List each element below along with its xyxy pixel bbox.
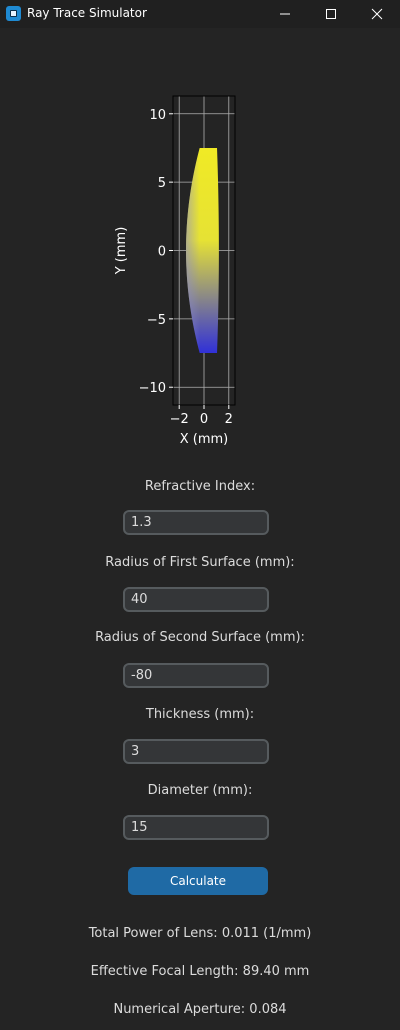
total-power-result: Total Power of Lens: 0.011 (1/mm) <box>88 926 312 941</box>
radius-first-input[interactable] <box>123 587 269 612</box>
x-axis-label: X (mm) <box>180 432 229 447</box>
x-tick-label: 0 <box>200 412 208 427</box>
lens-plot: −2 0 2 10 5 0 −5 −10 X (mm) Y (mm) <box>0 28 400 458</box>
thickness-input[interactable] <box>123 739 269 764</box>
y-tick-label: 5 <box>158 176 166 191</box>
axis-ticks: −2 0 2 10 5 0 −5 −10 <box>139 108 233 427</box>
x-tick-label: 2 <box>225 412 233 427</box>
minimize-icon <box>280 13 290 15</box>
app-icon <box>6 6 21 21</box>
radius-second-label: Radius of Second Surface (mm): <box>95 630 305 645</box>
y-tick-label: 10 <box>149 108 166 123</box>
close-icon <box>371 8 383 20</box>
radius-first-label: Radius of First Surface (mm): <box>105 555 295 570</box>
y-tick-label: −10 <box>139 381 166 396</box>
minimize-button[interactable] <box>262 0 308 28</box>
diameter-input[interactable] <box>123 815 269 840</box>
focal-length-result: Effective Focal Length: 89.40 mm <box>90 964 310 979</box>
refractive-index-input[interactable] <box>123 510 269 535</box>
y-tick-label: 0 <box>158 245 166 260</box>
lens-shade <box>186 147 200 354</box>
thickness-label: Thickness (mm): <box>145 707 255 722</box>
y-axis-label: Y (mm) <box>114 227 129 276</box>
window-title: Ray Trace Simulator <box>27 6 147 20</box>
close-button[interactable] <box>354 0 400 28</box>
maximize-icon <box>326 9 336 19</box>
x-tick-label: −2 <box>170 412 189 427</box>
title-bar: Ray Trace Simulator <box>0 0 400 28</box>
calculate-button[interactable]: Calculate <box>128 867 268 895</box>
maximize-button[interactable] <box>308 0 354 28</box>
radius-second-input[interactable] <box>123 663 269 688</box>
y-tick-label: −5 <box>147 313 166 328</box>
lens-chart: −2 0 2 10 5 0 −5 −10 X (mm) Y (mm) <box>114 95 236 447</box>
numerical-aperture-result: Numerical Aperture: 0.084 <box>113 1002 287 1017</box>
diameter-label: Diameter (mm): <box>147 783 253 798</box>
refractive-index-label: Refractive Index: <box>144 479 256 494</box>
